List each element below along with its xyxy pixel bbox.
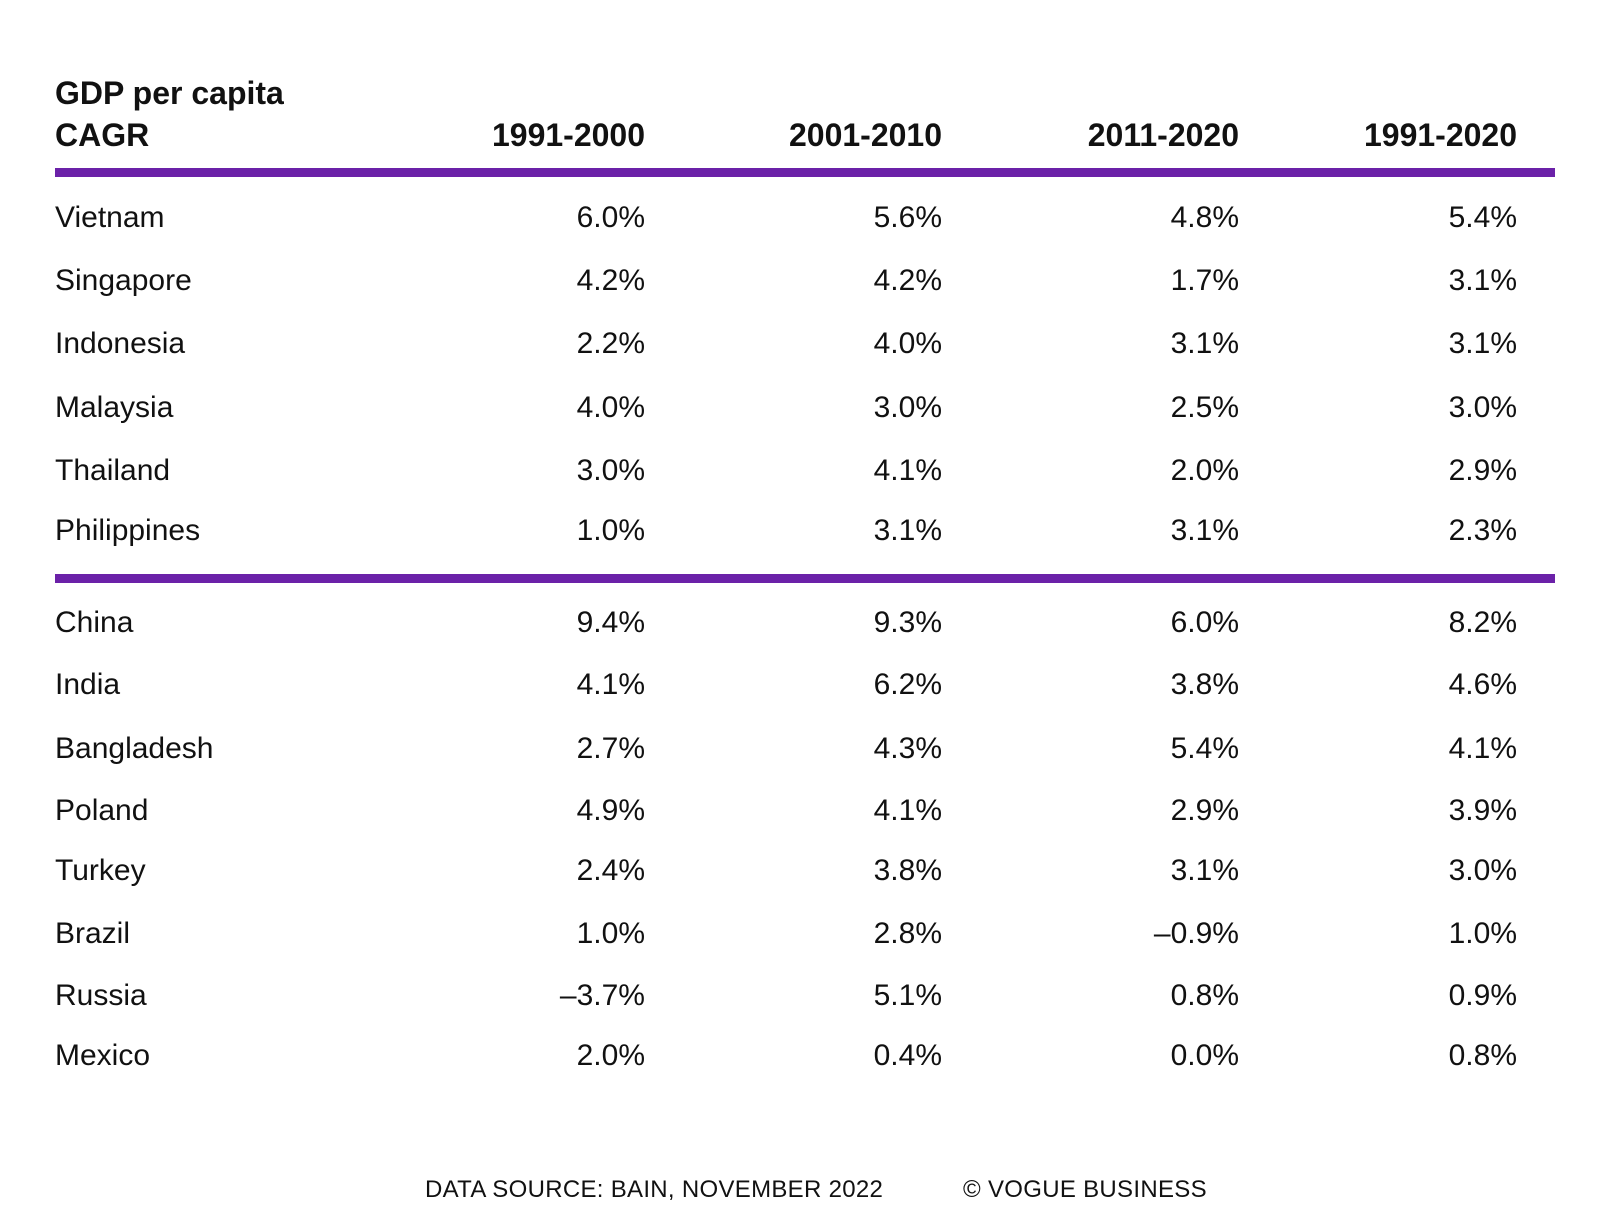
country-label: Singapore [55,264,192,297]
column-header-2011-2020: 2011-2020 [1087,117,1239,153]
cagr-value-cell: 3.1% [1448,327,1517,360]
cagr-value-cell: 8.2% [1448,606,1517,639]
table-row: Poland 4.9% 4.1% 2.9% 3.9% [55,789,1555,833]
cagr-value-cell: 3.0% [1448,854,1517,887]
table-row: Singapore 4.2% 4.2% 1.7% 3.1% [55,259,1555,303]
group-divider-rule [55,574,1555,583]
cagr-value-cell: 2.5% [1170,391,1239,424]
country-label: Poland [55,794,149,827]
cagr-value-cell: 2.8% [873,917,942,950]
cagr-value-cell: 2.0% [1170,454,1239,487]
table-row: Mexico 2.0% 0.4% 0.0% 0.8% [55,1034,1555,1078]
cagr-value-cell: 4.3% [873,732,942,765]
cagr-value-cell: 4.1% [576,668,645,701]
cagr-value-cell: 4.2% [576,264,645,297]
table-row: Philippines 1.0% 3.1% 3.1% 2.3% [55,509,1555,553]
cagr-value-cell: 2.9% [1448,454,1517,487]
cagr-value-cell: 4.2% [873,264,942,297]
table-row: Thailand 3.0% 4.1% 2.0% 2.9% [55,449,1555,493]
cagr-value-cell: 3.1% [1170,327,1239,360]
cagr-value-cell: 3.1% [1448,264,1517,297]
cagr-value-cell: 3.1% [1170,514,1239,547]
country-label: Russia [55,979,147,1012]
cagr-value-cell: 1.7% [1170,264,1239,297]
cagr-value-cell: 2.4% [576,854,645,887]
cagr-value-cell: 2.0% [576,1039,645,1072]
cagr-value-cell: 4.1% [873,454,942,487]
table-row: Indonesia 2.2% 4.0% 3.1% 3.1% [55,322,1555,366]
table-row: Malaysia 4.0% 3.0% 2.5% 3.0% [55,386,1555,430]
data-source-note: DATA SOURCE: BAIN, NOVEMBER 2022 [425,1176,884,1203]
cagr-value-cell: 5.6% [873,201,942,234]
cagr-value-cell: 9.3% [873,606,942,639]
cagr-value-cell: –0.9% [1153,917,1239,950]
cagr-value-cell: 4.9% [576,794,645,827]
header-title-line1: GDP per capita [55,75,284,111]
cagr-value-cell: 6.0% [576,201,645,234]
cagr-value-cell: 3.8% [873,854,942,887]
cagr-value-cell: 0.8% [1448,1039,1517,1072]
table-header: GDP per capita CAGR 1991-2000 2001-2010 … [55,72,1555,162]
header-divider-rule [55,168,1555,177]
column-header-1991-2000: 1991-2000 [491,117,645,153]
table-row: Brazil 1.0% 2.8% –0.9% 1.0% [55,912,1555,956]
cagr-value-cell: 2.9% [1170,794,1239,827]
cagr-value-cell: 0.4% [873,1039,942,1072]
cagr-value-cell: 5.1% [873,979,942,1012]
country-label: Thailand [55,454,171,487]
table-row: Russia –3.7% 5.1% 0.8% 0.9% [55,974,1555,1018]
cagr-value-cell: 9.4% [576,606,645,639]
cagr-value-cell: 3.0% [1448,391,1517,424]
table-row: Vietnam 6.0% 5.6% 4.8% 5.4% [55,196,1555,240]
cagr-value-cell: –3.7% [559,979,645,1012]
cagr-value-cell: 2.7% [576,732,645,765]
country-label: Mexico [55,1039,151,1072]
table-row: China 9.4% 9.3% 6.0% 8.2% [55,601,1555,645]
cagr-value-cell: 0.9% [1448,979,1517,1012]
copyright-note: © VOGUE BUSINESS [963,1176,1207,1203]
country-label: Turkey [55,854,146,887]
country-label: India [55,668,121,701]
header-title-line2: CAGR [55,117,150,153]
cagr-value-cell: 1.0% [1448,917,1517,950]
cagr-value-cell: 6.2% [873,668,942,701]
cagr-value-cell: 3.9% [1448,794,1517,827]
cagr-value-cell: 2.3% [1448,514,1517,547]
cagr-value-cell: 4.8% [1170,201,1239,234]
cagr-value-cell: 1.0% [576,514,645,547]
table-row: India 4.1% 6.2% 3.8% 4.6% [55,663,1555,707]
cagr-value-cell: 4.1% [1448,732,1517,765]
cagr-value-cell: 2.2% [576,327,645,360]
cagr-value-cell: 0.8% [1170,979,1239,1012]
cagr-value-cell: 1.0% [576,917,645,950]
country-label: Bangladesh [55,732,214,765]
column-header-1991-2020: 1991-2020 [1363,117,1517,153]
cagr-value-cell: 5.4% [1170,732,1239,765]
table-row: Turkey 2.4% 3.8% 3.1% 3.0% [55,849,1555,893]
table-row: Bangladesh 2.7% 4.3% 5.4% 4.1% [55,727,1555,771]
country-label: Philippines [55,514,201,547]
cagr-value-cell: 3.0% [576,454,645,487]
cagr-value-cell: 4.6% [1448,668,1517,701]
cagr-value-cell: 5.4% [1448,201,1517,234]
footer: DATA SOURCE: BAIN, NOVEMBER 2022 © VOGUE… [0,1172,1600,1208]
column-header-2001-2010: 2001-2010 [788,117,942,153]
cagr-value-cell: 4.0% [873,327,942,360]
country-label: Malaysia [55,391,174,424]
country-label: China [55,606,134,639]
cagr-value-cell: 0.0% [1170,1039,1239,1072]
cagr-value-cell: 4.1% [873,794,942,827]
cagr-value-cell: 6.0% [1170,606,1239,639]
gdp-table: GDP per capita CAGR 1991-2000 2001-2010 … [55,0,1555,1211]
cagr-value-cell: 3.0% [873,391,942,424]
cagr-value-cell: 3.1% [873,514,942,547]
country-label: Brazil [55,917,131,950]
cagr-value-cell: 4.0% [576,391,645,424]
cagr-value-cell: 3.8% [1170,668,1239,701]
header-title: GDP per capita CAGR [55,72,284,156]
cagr-value-cell: 3.1% [1170,854,1239,887]
country-label: Indonesia [55,327,186,360]
country-label: Vietnam [55,201,165,234]
